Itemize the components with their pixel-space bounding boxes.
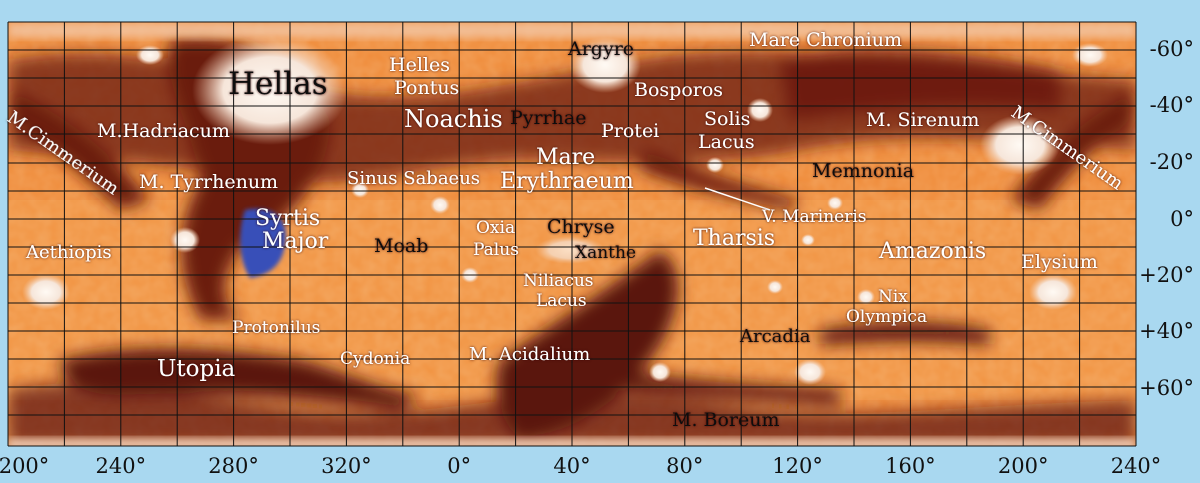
longitude-tick-label: 240° [1111, 454, 1162, 478]
label-syrtis-major-2: Major [262, 229, 329, 254]
label-mare-erythraeum-1: Mare [536, 145, 595, 170]
label-mare-chronium: Mare Chronium [749, 29, 902, 51]
hellas-basin [192, 35, 348, 145]
bright-spots [22, 43, 1108, 385]
label-xanthe: Xanthe [575, 243, 636, 263]
label-niliacus-lacus-2: Lacus [536, 291, 587, 311]
label-protonilus: Protonilus [232, 318, 320, 338]
label-noachis: Noachis [404, 105, 503, 133]
label-amazonis: Amazonis [878, 239, 986, 264]
label-solis-lacus-2: Lacus [698, 131, 755, 153]
label-pyrrhae: Pyrrhae [510, 107, 587, 129]
label-bosporos: Bosporos [634, 79, 723, 101]
latitude-tick-label: -40° [1150, 93, 1194, 117]
label-moab: Moab [374, 235, 428, 257]
label-arcadia: Arcadia [739, 326, 811, 347]
valles-marineris-pointer [704, 187, 771, 211]
latitude-ticks: -60° -40° -20° 0° +20° +40° +60° [1139, 37, 1194, 400]
latitude-tick-label: +60° [1139, 376, 1194, 400]
label-elysium: Elysium [1021, 251, 1098, 273]
argyre-basin [569, 37, 641, 93]
label-m-tyrrhenum: M. Tyrrhenum [139, 171, 278, 193]
longitude-tick-label: 160° [885, 454, 936, 478]
latitude-tick-label: +40° [1139, 319, 1194, 343]
label-syrtis-major-1: Syrtis [255, 206, 320, 231]
longitude-tick-label: 120° [772, 454, 823, 478]
label-utopia: Utopia [157, 356, 236, 382]
syrtis-major-region [240, 208, 286, 278]
label-oxia-palus-1: Oxia [476, 218, 515, 238]
label-m-boreum: M. Boreum [672, 409, 780, 431]
longitude-tick-label: 80° [666, 454, 703, 478]
label-solis-lacus-1: Solis [704, 108, 750, 130]
label-niliacus-lacus-1: Niliacus [523, 271, 594, 291]
longitude-tick-label: 200° [0, 454, 49, 478]
label-argyre: Argyre [567, 38, 634, 60]
coordinate-grid [7, 21, 1137, 447]
label-helles-pontus-2: Pontus [394, 77, 459, 99]
label-m-acidalium: M. Acidalium [469, 344, 590, 365]
label-nix-olympica-2: Olympica [846, 307, 927, 327]
label-oxia-palus-2: Palus [473, 240, 519, 260]
longitude-tick-label: 240° [96, 454, 147, 478]
latitude-tick-label: 0° [1170, 207, 1194, 231]
longitude-tick-label: 40° [553, 454, 590, 478]
label-sinus-sabaeus: Sinus Sabaeus [347, 168, 480, 189]
label-m-hadriacum: M.Hadriacum [97, 120, 230, 142]
label-hellas: Hellas [228, 66, 328, 102]
latitude-tick-label: +20° [1139, 263, 1194, 287]
label-m-sirenum: M. Sirenum [866, 109, 979, 131]
label-tharsis: Tharsis [693, 226, 775, 251]
label-aethiopis: Aethiopis [25, 242, 112, 263]
label-cydonia: Cydonia [340, 349, 410, 369]
label-memnonia: Memnonia [812, 160, 914, 182]
label-v-marineris: V. Marineris [761, 207, 867, 227]
label-protei: Protei [601, 120, 659, 142]
longitude-tick-label: 200° [998, 454, 1049, 478]
label-mare-erythraeum-2: Erythraeum [500, 169, 634, 194]
longitude-tick-label: 320° [321, 454, 372, 478]
longitude-tick-label: 280° [208, 454, 259, 478]
label-helles-pontus-1: Helles [389, 54, 450, 76]
longitude-ticks: 200° 240° 280° 320° 0° 40° 80° 120° 160° 200° 240° [0, 454, 1161, 478]
label-nix-olympica-1: Nix [878, 287, 908, 307]
longitude-tick-label: 0° [447, 454, 471, 478]
latitude-tick-label: -20° [1150, 150, 1194, 174]
label-chryse: Chryse [547, 216, 615, 238]
latitude-tick-label: -60° [1150, 37, 1194, 61]
